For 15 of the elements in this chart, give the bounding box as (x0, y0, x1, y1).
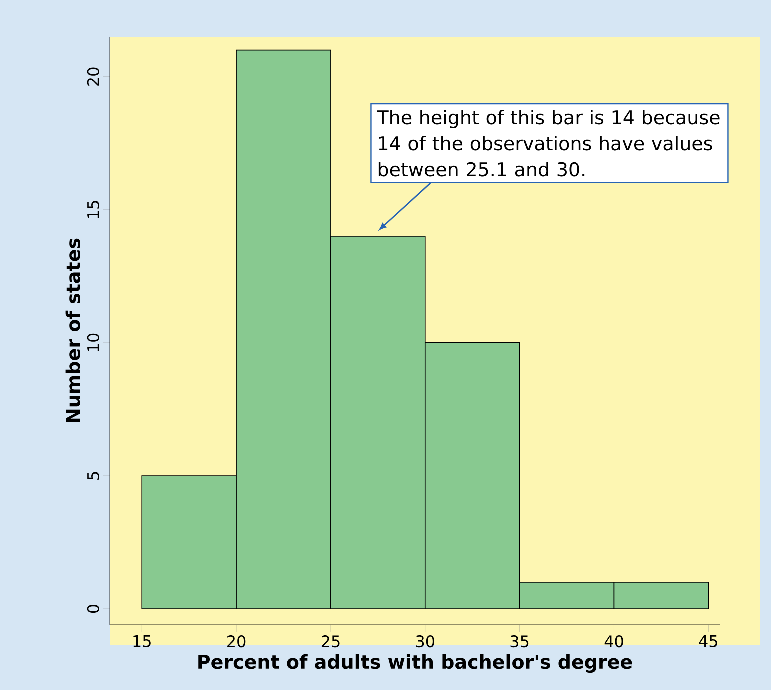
y-axis-title: Number of states (66, 238, 81, 422)
x-tick-label: 35 (510, 636, 529, 648)
y-tick-label: 15 (88, 201, 100, 218)
y-tick-label: 10 (87, 334, 100, 352)
x-tick-label: 15 (134, 636, 151, 648)
x-tick-label: 25 (322, 636, 340, 648)
y-tick-label: 5 (88, 472, 100, 480)
x-tick-label: 45 (699, 636, 718, 648)
y-tick-label: 0 (87, 605, 100, 614)
x-tick-label: 20 (228, 636, 246, 648)
x-axis-title: Percent of adults with bachelor's degree (198, 654, 632, 674)
annotation: The height of this bar is 14 because 14 of the observations have values between 25.1 and 30. (377, 110, 720, 177)
y-tick-label: 20 (87, 68, 100, 86)
x-tick-label: 40 (604, 636, 624, 648)
x-tick-label: 30 (416, 636, 434, 648)
